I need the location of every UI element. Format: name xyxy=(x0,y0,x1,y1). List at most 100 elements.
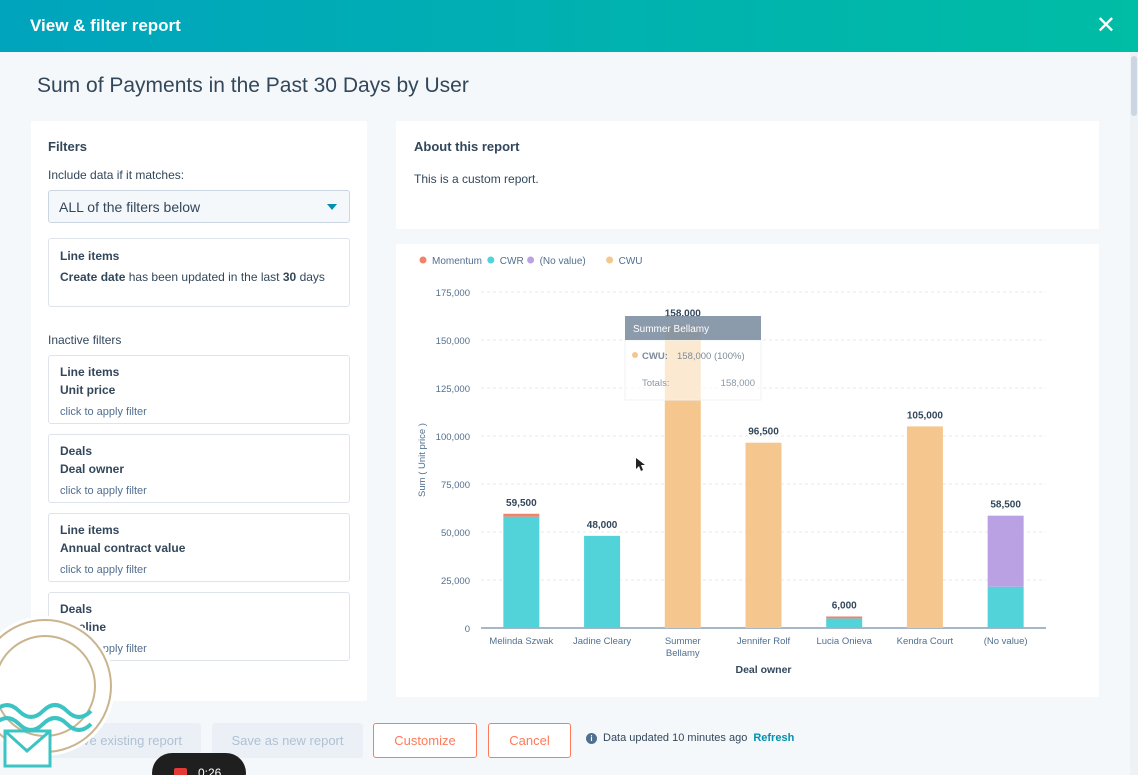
x-tick-label: Jadine Cleary xyxy=(573,636,631,647)
x-tick-label: Jennifer Rolf xyxy=(737,636,791,647)
customize-button[interactable]: Customize xyxy=(373,723,477,758)
filter-object: Line items xyxy=(60,365,120,379)
cancel-button[interactable]: Cancel xyxy=(488,723,571,758)
refresh-link[interactable]: Refresh xyxy=(753,732,795,744)
tooltip-marker xyxy=(632,352,638,358)
tooltip-totals-label: Totals: xyxy=(642,378,669,389)
filter-hint: click to apply filter xyxy=(60,406,147,418)
y-tick-label: 75,000 xyxy=(441,480,470,491)
inactive-filter[interactable]: Line items Annual contract value click t… xyxy=(48,513,350,582)
watermark-logo xyxy=(0,606,120,775)
bar-total-label: 6,000 xyxy=(832,600,857,611)
y-tick-label: 50,000 xyxy=(441,528,470,539)
filter-property: Deal owner xyxy=(60,462,125,476)
recording-timer[interactable]: 0:26 xyxy=(152,753,246,775)
mouse-cursor-icon xyxy=(636,458,645,471)
report-title: Sum of Payments in the Past 30 Days by U… xyxy=(37,74,469,97)
bar-segment xyxy=(503,516,540,628)
active-filter[interactable]: Line items Create date has been updated … xyxy=(48,238,350,307)
status-text: Data updated 10 minutes ago xyxy=(603,732,748,744)
save-new-button[interactable]: Save as new report xyxy=(212,723,363,758)
y-tick-label: 0 xyxy=(465,624,470,635)
filter-object: Deals xyxy=(60,602,93,616)
bar-segment xyxy=(745,442,782,628)
bar-chart: Momentum CWR (No value) CWU 0 25,000 50,000 75,… xyxy=(417,256,1046,676)
tooltip-series-label: CWU: xyxy=(642,351,668,362)
bar-total-label: 48,000 xyxy=(587,520,618,531)
tooltip-totals-value: 158,000 xyxy=(721,378,755,389)
filter-object: Deals xyxy=(60,444,93,458)
bar-segment xyxy=(987,586,1024,628)
x-axis-label: Deal owner xyxy=(735,664,791,676)
filter-property: Unit price xyxy=(60,383,116,397)
about-panel: About this report This is a custom repor… xyxy=(396,121,1099,229)
legend-label: CWR xyxy=(500,256,524,267)
about-text: This is a custom report. xyxy=(414,172,539,186)
inactive-filters-heading: Inactive filters xyxy=(48,333,122,347)
active-filter-unit: days xyxy=(299,270,325,284)
chart-panel: Momentum CWR (No value) CWU 0 25,000 50,000 75,… xyxy=(396,244,1099,697)
legend-label: CWU xyxy=(619,256,643,267)
tooltip-series-value: 158,000 (100%) xyxy=(677,351,745,362)
bar-segment xyxy=(826,618,863,628)
inactive-filter[interactable]: Deals Deal owner click to apply filter xyxy=(48,434,350,503)
legend-marker xyxy=(487,256,495,264)
bar-segment xyxy=(906,426,943,628)
chevron-down-icon xyxy=(327,203,337,210)
data-status: i Data updated 10 minutes ago Refresh xyxy=(586,732,794,744)
bar-total-label: 96,500 xyxy=(748,427,779,438)
match-select[interactable]: ALL of the filters below xyxy=(48,190,350,223)
bar-total-label: 105,000 xyxy=(907,410,944,421)
filter-property: Annual contract value xyxy=(60,541,186,555)
active-filter-value: 30 xyxy=(282,270,297,284)
legend-marker xyxy=(419,256,427,264)
active-filter-operator: has been updated in the last xyxy=(128,270,280,284)
y-tick-label: 100,000 xyxy=(436,432,470,443)
y-tick-label: 25,000 xyxy=(441,576,470,587)
y-axis-label: Sum ( Unit price ) xyxy=(417,423,428,497)
bar-segment xyxy=(987,515,1024,587)
active-filter-property: Create date xyxy=(60,270,126,284)
x-tick-label: Lucia Onieva xyxy=(816,636,872,647)
x-tick-label: Bellamy xyxy=(666,648,700,659)
filters-panel: Filters Include data if it matches: ALL … xyxy=(31,121,367,701)
y-tick-label: 125,000 xyxy=(436,384,470,395)
bar-segment xyxy=(826,616,863,619)
x-tick-label: Kendra Court xyxy=(897,636,954,647)
inactive-filter[interactable]: Line items Unit price click to apply fil… xyxy=(48,355,350,424)
modal-header: View & filter report ✕ xyxy=(0,0,1138,52)
x-tick-label: Summer xyxy=(665,636,701,647)
legend-marker xyxy=(606,256,614,264)
x-tick-label: (No value) xyxy=(984,636,1028,647)
match-select-value: ALL of the filters below xyxy=(59,198,201,215)
tooltip-body xyxy=(624,339,762,401)
bar-total-label: 59,500 xyxy=(506,498,537,509)
action-bar: Save existing report Save as new report … xyxy=(0,715,1138,775)
filters-heading: Filters xyxy=(48,139,88,154)
tooltip-header xyxy=(625,316,761,340)
recording-time: 0:26 xyxy=(198,766,222,775)
logo-icon xyxy=(0,616,115,768)
y-tick-label: 175,000 xyxy=(436,288,470,299)
legend-label: (No value) xyxy=(540,256,586,267)
legend-label: Momentum xyxy=(432,256,482,267)
filter-hint: click to apply filter xyxy=(60,485,147,497)
stop-icon[interactable] xyxy=(174,768,187,775)
bar-segment xyxy=(503,513,540,517)
bar-total-label: 158,000 xyxy=(665,309,702,320)
active-filter-object: Line items xyxy=(60,249,120,263)
filter-hint: click to apply filter xyxy=(60,564,147,576)
close-icon[interactable]: ✕ xyxy=(1095,12,1116,39)
legend-marker xyxy=(527,256,535,264)
x-tick-label: Melinda Szwak xyxy=(489,636,553,647)
scrollbar[interactable] xyxy=(1130,52,1138,775)
active-filter-condition: Create date has been updated in the last… xyxy=(60,267,338,288)
bar-segment xyxy=(584,535,621,628)
y-tick-label: 150,000 xyxy=(436,336,470,347)
bar-total-label: 58,500 xyxy=(990,500,1021,511)
match-label: Include data if it matches: xyxy=(48,168,185,182)
about-heading: About this report xyxy=(414,139,520,154)
filter-object: Line items xyxy=(60,523,120,537)
modal-title: View & filter report xyxy=(30,16,181,35)
scrollbar-thumb[interactable] xyxy=(1131,56,1137,116)
